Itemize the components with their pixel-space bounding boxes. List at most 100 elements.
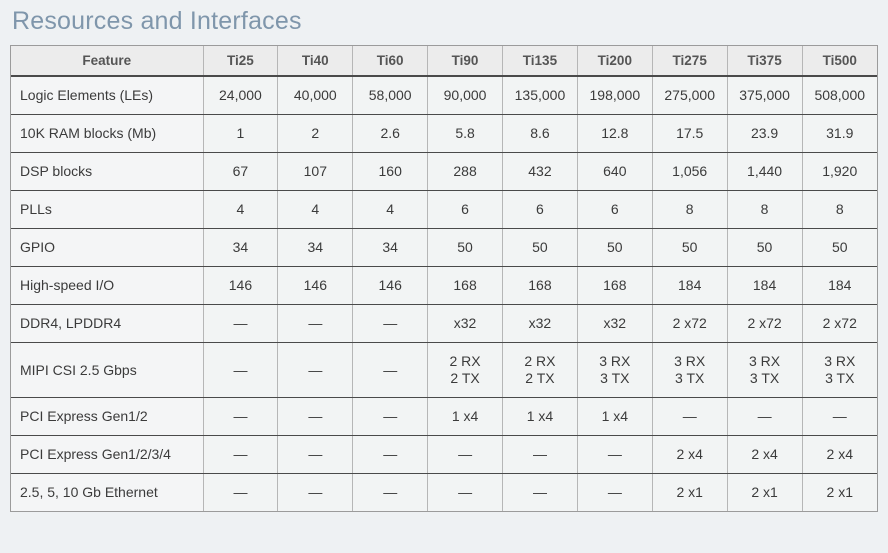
table-row: PLLs 4 4 4 6 6 6 8 8 8 bbox=[11, 190, 877, 229]
value-cell: 4 bbox=[352, 190, 429, 229]
column-header-ti90: Ti90 bbox=[427, 46, 503, 77]
value-cell: 12.8 bbox=[577, 114, 653, 153]
value-cell: — bbox=[502, 473, 578, 511]
value-cell: — bbox=[277, 342, 354, 398]
value-cell: 90,000 bbox=[427, 76, 503, 115]
value-cell: 146 bbox=[352, 266, 429, 305]
value-cell: 2 x4 bbox=[652, 435, 728, 474]
feature-name-cell: PLLs bbox=[11, 190, 204, 229]
feature-name-cell: PCI Express Gen1/2/3/4 bbox=[11, 435, 204, 474]
value-cell: 3 RX 3 TX bbox=[727, 342, 803, 398]
value-cell-line: 3 RX bbox=[824, 353, 856, 369]
resources-and-interfaces-table: Feature Ti25 Ti40 Ti60 Ti90 Ti135 Ti200 Ti275 Ti… bbox=[11, 46, 877, 511]
value-cell: 50 bbox=[802, 228, 877, 267]
value-cell: — bbox=[802, 397, 877, 436]
value-cell: 2 x72 bbox=[802, 304, 877, 343]
value-cell-line: 3 RX bbox=[599, 353, 631, 369]
value-cell: 1 bbox=[203, 114, 279, 153]
value-cell: 375,000 bbox=[727, 76, 803, 115]
value-cell-line: 2 RX bbox=[449, 353, 481, 369]
feature-name-cell: PCI Express Gen1/2 bbox=[11, 397, 204, 436]
value-cell-line: 3 TX bbox=[825, 370, 855, 386]
value-cell: — bbox=[352, 435, 429, 474]
value-cell: 146 bbox=[277, 266, 354, 305]
table-row: Logic Elements (LEs) 24,000 40,000 58,000 90… bbox=[11, 76, 877, 115]
value-cell: 50 bbox=[727, 228, 803, 267]
value-cell: 34 bbox=[203, 228, 279, 267]
feature-name-cell: DSP blocks bbox=[11, 152, 204, 191]
table-row: High-speed I/O 146 146 146 168 168 168 184 184 18… bbox=[11, 266, 877, 305]
value-cell: 6 bbox=[427, 190, 503, 229]
value-cell: 5.8 bbox=[427, 114, 503, 153]
value-cell: 50 bbox=[502, 228, 578, 267]
value-cell: 2 x4 bbox=[727, 435, 803, 474]
column-header-ti40: Ti40 bbox=[277, 46, 354, 77]
value-cell: 23.9 bbox=[727, 114, 803, 153]
value-cell: — bbox=[277, 304, 354, 343]
value-cell: 3 RX 3 TX bbox=[802, 342, 877, 398]
value-cell-line: 3 RX bbox=[749, 353, 781, 369]
value-cell: 2.6 bbox=[352, 114, 429, 153]
table-row: PCI Express Gen1/2— — —1 x4 1 x4 1 x4— — — bbox=[11, 397, 877, 436]
value-cell: 184 bbox=[652, 266, 728, 305]
value-cell: 2 x1 bbox=[652, 473, 728, 511]
value-cell: 50 bbox=[427, 228, 503, 267]
feature-name-cell: Logic Elements (LEs) bbox=[11, 76, 204, 115]
value-cell: — bbox=[577, 435, 653, 474]
value-cell: 1 x4 bbox=[502, 397, 578, 436]
value-cell: 1,056 bbox=[652, 152, 728, 191]
table-row: MIPI CSI 2.5 Gbps — — —2 RX 2 TX 2 RX 2 TX 3 RX… bbox=[11, 342, 877, 398]
value-cell: 34 bbox=[352, 228, 429, 267]
value-cell: 288 bbox=[427, 152, 503, 191]
value-cell: 135,000 bbox=[502, 76, 578, 115]
value-cell-line: 2 RX bbox=[524, 353, 556, 369]
table-row: GPIO 34 34 34 50 50 50 50 50 50 bbox=[11, 228, 877, 267]
column-header-ti500: Ti500 bbox=[802, 46, 877, 77]
value-cell: 1,440 bbox=[727, 152, 803, 191]
value-cell: 34 bbox=[277, 228, 354, 267]
value-cell: 58,000 bbox=[352, 76, 429, 115]
column-header-ti60: Ti60 bbox=[352, 46, 429, 77]
value-cell: 184 bbox=[802, 266, 877, 305]
value-cell: 168 bbox=[427, 266, 503, 305]
column-header-ti375: Ti375 bbox=[727, 46, 803, 77]
value-cell: 67 bbox=[203, 152, 279, 191]
value-cell: — bbox=[203, 397, 279, 436]
feature-name-cell: 10K RAM blocks (Mb) bbox=[11, 114, 204, 153]
value-cell: 107 bbox=[277, 152, 354, 191]
value-cell: — bbox=[277, 397, 354, 436]
value-cell: 24,000 bbox=[203, 76, 279, 115]
value-cell: 6 bbox=[502, 190, 578, 229]
feature-name-cell: High-speed I/O bbox=[11, 266, 204, 305]
value-cell: 1 x4 bbox=[577, 397, 653, 436]
value-cell: — bbox=[203, 435, 279, 474]
value-cell: — bbox=[652, 397, 728, 436]
column-header-ti275: Ti275 bbox=[652, 46, 728, 77]
value-cell: 2 bbox=[277, 114, 354, 153]
table-header: Feature Ti25 Ti40 Ti60 Ti90 Ti135 Ti200 Ti275 Ti… bbox=[11, 46, 877, 77]
value-cell: 2 x4 bbox=[802, 435, 877, 474]
table-row: 10K RAM blocks (Mb) 1 2 2.6 5.8 8.6 12.8 17.5 23… bbox=[11, 114, 877, 153]
feature-name-cell: DDR4, LPDDR4 bbox=[11, 304, 204, 343]
value-cell: — bbox=[352, 397, 429, 436]
value-cell: 31.9 bbox=[802, 114, 877, 153]
value-cell: — bbox=[277, 435, 354, 474]
value-cell: 184 bbox=[727, 266, 803, 305]
value-cell: 3 RX 3 TX bbox=[577, 342, 653, 398]
value-cell: — bbox=[203, 304, 279, 343]
value-cell-line: 3 TX bbox=[675, 370, 705, 386]
value-cell-line: 2 TX bbox=[450, 370, 480, 386]
value-cell: 2 RX 2 TX bbox=[427, 342, 503, 398]
table-row: 2.5, 5, 10 Gb Ethernet — — — — — —2 x1 2 x1 2 x1 bbox=[11, 473, 877, 511]
value-cell: 3 RX 3 TX bbox=[652, 342, 728, 398]
value-cell: 4 bbox=[203, 190, 279, 229]
value-cell: 640 bbox=[577, 152, 653, 191]
value-cell-line: 2 TX bbox=[525, 370, 555, 386]
value-cell: — bbox=[352, 304, 429, 343]
value-cell-line: 3 RX bbox=[674, 353, 706, 369]
value-cell: x32 bbox=[502, 304, 578, 343]
value-cell: 275,000 bbox=[652, 76, 728, 115]
value-cell: 432 bbox=[502, 152, 578, 191]
feature-name-cell: 2.5, 5, 10 Gb Ethernet bbox=[11, 473, 204, 511]
value-cell-line: 3 TX bbox=[600, 370, 630, 386]
